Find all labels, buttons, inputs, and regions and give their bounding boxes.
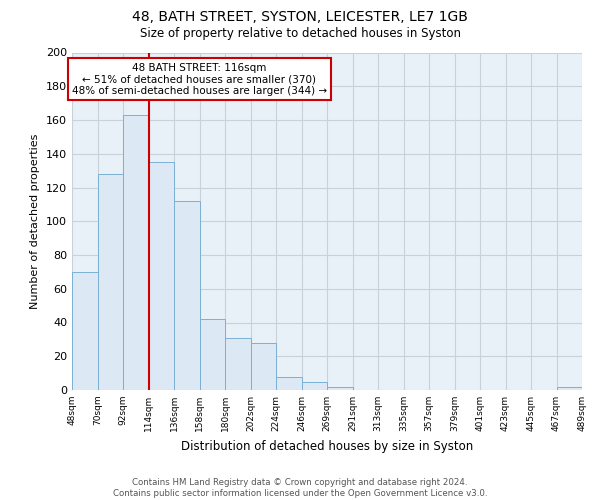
Bar bbox=[72, 272, 97, 390]
Bar bbox=[276, 376, 302, 390]
Bar bbox=[557, 386, 582, 390]
Bar bbox=[97, 174, 123, 390]
Bar bbox=[225, 338, 251, 390]
Y-axis label: Number of detached properties: Number of detached properties bbox=[31, 134, 40, 309]
Bar bbox=[174, 201, 199, 390]
Text: Contains HM Land Registry data © Crown copyright and database right 2024.
Contai: Contains HM Land Registry data © Crown c… bbox=[113, 478, 487, 498]
Bar bbox=[302, 382, 327, 390]
Bar bbox=[123, 115, 149, 390]
Bar bbox=[149, 162, 174, 390]
Bar bbox=[327, 386, 353, 390]
Text: 48, BATH STREET, SYSTON, LEICESTER, LE7 1GB: 48, BATH STREET, SYSTON, LEICESTER, LE7 … bbox=[132, 10, 468, 24]
X-axis label: Distribution of detached houses by size in Syston: Distribution of detached houses by size … bbox=[181, 440, 473, 452]
Text: Size of property relative to detached houses in Syston: Size of property relative to detached ho… bbox=[139, 28, 461, 40]
Bar bbox=[251, 343, 276, 390]
Text: 48 BATH STREET: 116sqm
← 51% of detached houses are smaller (370)
48% of semi-de: 48 BATH STREET: 116sqm ← 51% of detached… bbox=[72, 62, 327, 96]
Bar bbox=[199, 319, 225, 390]
